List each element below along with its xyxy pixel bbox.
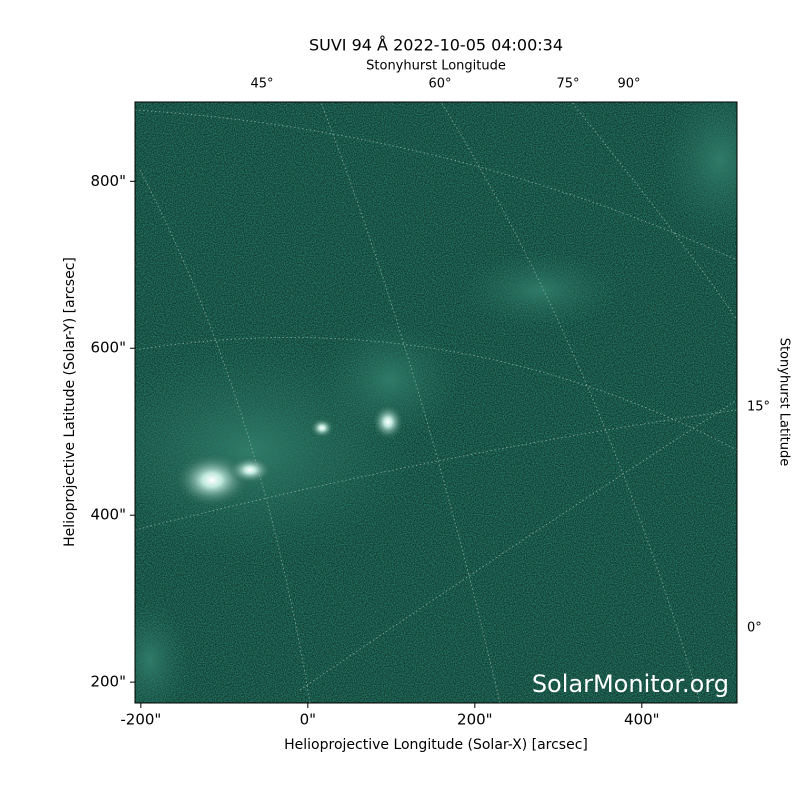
chart-title: SUVI 94 Å 2022-10-05 04:00:34 [309, 36, 563, 55]
top-tick-label: 45° [250, 77, 273, 92]
top-tick-label: 75° [556, 77, 579, 92]
y-tick-label: 200" [90, 673, 126, 691]
x-tick-label: 0" [300, 711, 316, 729]
x-tick-label: 400" [624, 711, 660, 729]
y-tick-label: 800" [90, 172, 126, 190]
top-tick-label: 60° [428, 77, 451, 92]
x-tick-label: 200" [457, 711, 493, 729]
top-tick-label: 90° [617, 77, 640, 92]
right-axis-label: Stonyhurst Latitude [777, 338, 792, 467]
watermark: SolarMonitor.org [532, 670, 729, 698]
plot-frame [134, 101, 738, 704]
y-tick-label: 400" [90, 506, 126, 524]
y-tick-label: 600" [90, 339, 126, 357]
solar-image [135, 102, 737, 703]
top-axis-label: Stonyhurst Longitude [366, 59, 506, 74]
y-axis-label: Helioprojective Latitude (Solar-Y) [arcs… [62, 257, 78, 547]
right-tick-label: 15° [747, 400, 770, 415]
x-tick-label: -200" [120, 711, 161, 729]
right-tick-label: 0° [747, 621, 762, 636]
x-axis-label: Helioprojective Longitude (Solar-X) [arc… [284, 737, 588, 753]
